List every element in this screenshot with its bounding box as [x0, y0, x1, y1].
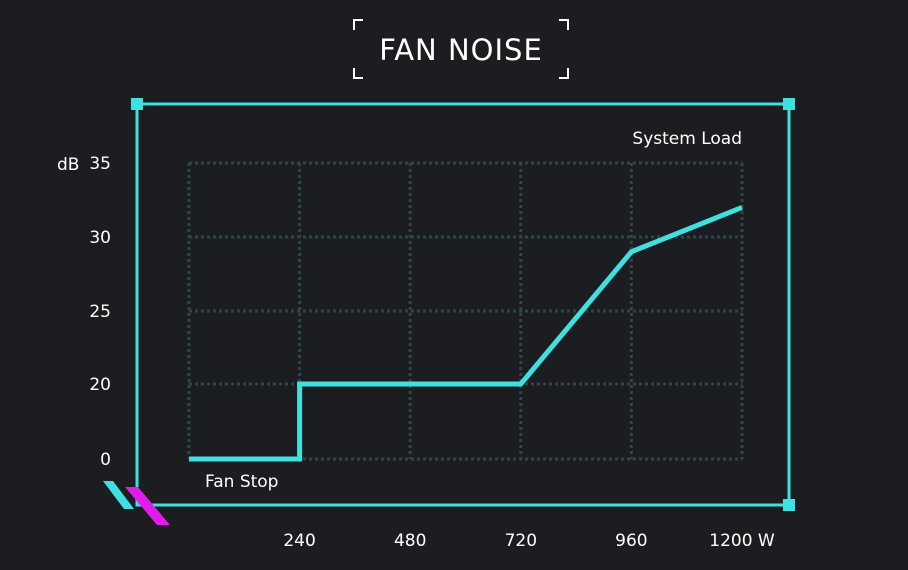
y-tick-label: 35 — [89, 154, 111, 174]
frame-corner-bottom-right — [783, 499, 795, 511]
y-tick-label: 25 — [89, 302, 111, 322]
title-bracket-top-right — [559, 19, 569, 30]
y-tick-label: 30 — [89, 228, 111, 248]
x-tick-label: 240 — [283, 531, 315, 551]
series-layer — [189, 205, 743, 462]
annotation-fan-stop: Fan Stop — [205, 472, 278, 492]
x-tick-labels: 240 480 720 960 1200 W — [283, 531, 775, 551]
frame-corner-top-left — [131, 98, 143, 110]
frame-corner-top-right — [783, 98, 795, 110]
frame-accent-cyan-slash — [103, 481, 134, 509]
title-bracket-bottom-left — [353, 68, 363, 79]
x-tick-label: 960 — [615, 531, 647, 551]
plot-frame-border — [135, 102, 791, 507]
x-tick-label: 480 — [394, 531, 426, 551]
chart-title: FAN NOISE — [379, 33, 543, 67]
series-line-fan-noise — [189, 205, 743, 462]
title-bracket-bottom-right — [559, 68, 569, 79]
grid — [187, 161, 744, 461]
frame-accent-magenta-slash — [125, 487, 170, 525]
title-frame — [353, 19, 569, 79]
y-tick-label: 0 — [100, 450, 111, 470]
title-bracket-top-left — [353, 19, 363, 30]
plot-frame — [103, 98, 795, 525]
y-tick-labels: 0 20 25 30 35 — [89, 154, 111, 470]
x-axis-title: System Load — [632, 129, 742, 149]
y-tick-label: 20 — [89, 375, 111, 395]
x-tick-label: 1200 W — [709, 531, 775, 551]
x-tick-label: 720 — [505, 531, 537, 551]
y-axis-unit-label: dB — [57, 155, 79, 175]
